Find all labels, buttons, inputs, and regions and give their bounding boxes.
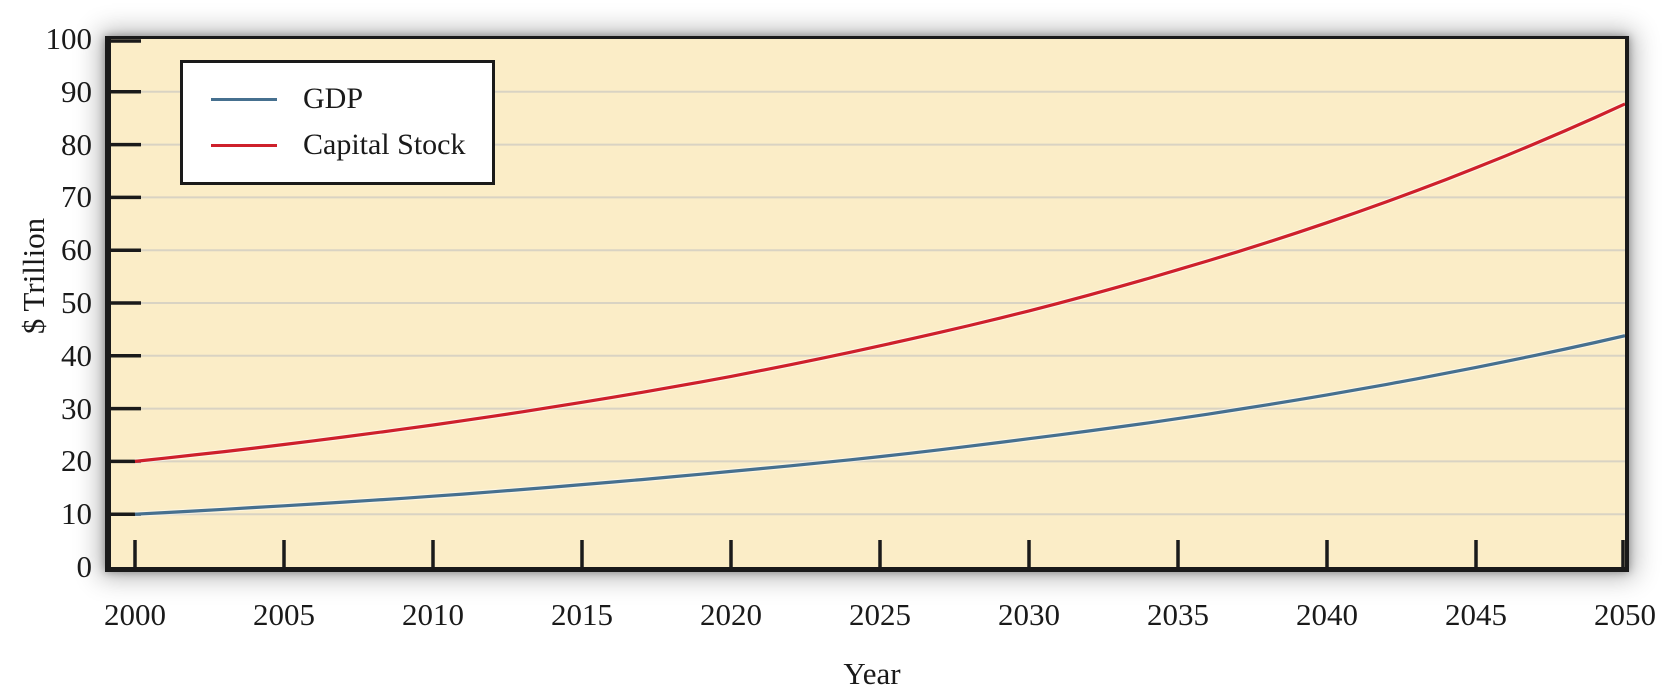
y-tick-label: 30 (61, 390, 92, 426)
x-tick-label: 2025 (849, 597, 911, 632)
gdp-line-swatch (211, 97, 277, 101)
x-tick-label: 2040 (1296, 597, 1358, 632)
capital-stock-line-swatch (211, 143, 277, 147)
y-tick-label: 50 (61, 285, 92, 320)
x-tick-label: 2010 (402, 597, 464, 632)
x-axis-title: Year (843, 656, 901, 691)
y-tick-label: 100 (45, 21, 93, 56)
y-tick-label: 0 (76, 549, 93, 584)
y-tick-label: 90 (61, 73, 92, 109)
y-tick-label: 40 (61, 337, 92, 373)
y-tick-label: 60 (61, 232, 92, 268)
legend-item-gdp: GDP (211, 76, 482, 122)
y-tick-label: 20 (61, 443, 92, 479)
y-tick-label: 80 (61, 126, 92, 162)
x-tick-label: 2005 (253, 597, 315, 632)
x-tick-label: 2035 (1147, 597, 1209, 632)
x-tick-label: 2050 (1594, 597, 1656, 632)
legend-item-capital-stock: Capital Stock (211, 122, 482, 168)
x-tick-label: 2000 (104, 597, 166, 632)
legend: GDP Capital Stock (180, 60, 495, 185)
legend-label-gdp: GDP (303, 82, 364, 115)
x-tick-label: 2015 (551, 597, 613, 632)
y-tick-label: 10 (61, 496, 92, 532)
legend-label-capital-stock: Capital Stock (303, 128, 466, 161)
plot-lines (111, 39, 1625, 567)
y-tick-label: 70 (61, 179, 92, 215)
x-tick-label: 2030 (998, 597, 1060, 632)
x-tick-label: 2045 (1445, 597, 1507, 632)
y-axis-title: $ Trillion (16, 217, 51, 335)
plot-area: GDP Capital Stock (105, 36, 1629, 572)
x-tick-label: 2020 (700, 597, 762, 632)
